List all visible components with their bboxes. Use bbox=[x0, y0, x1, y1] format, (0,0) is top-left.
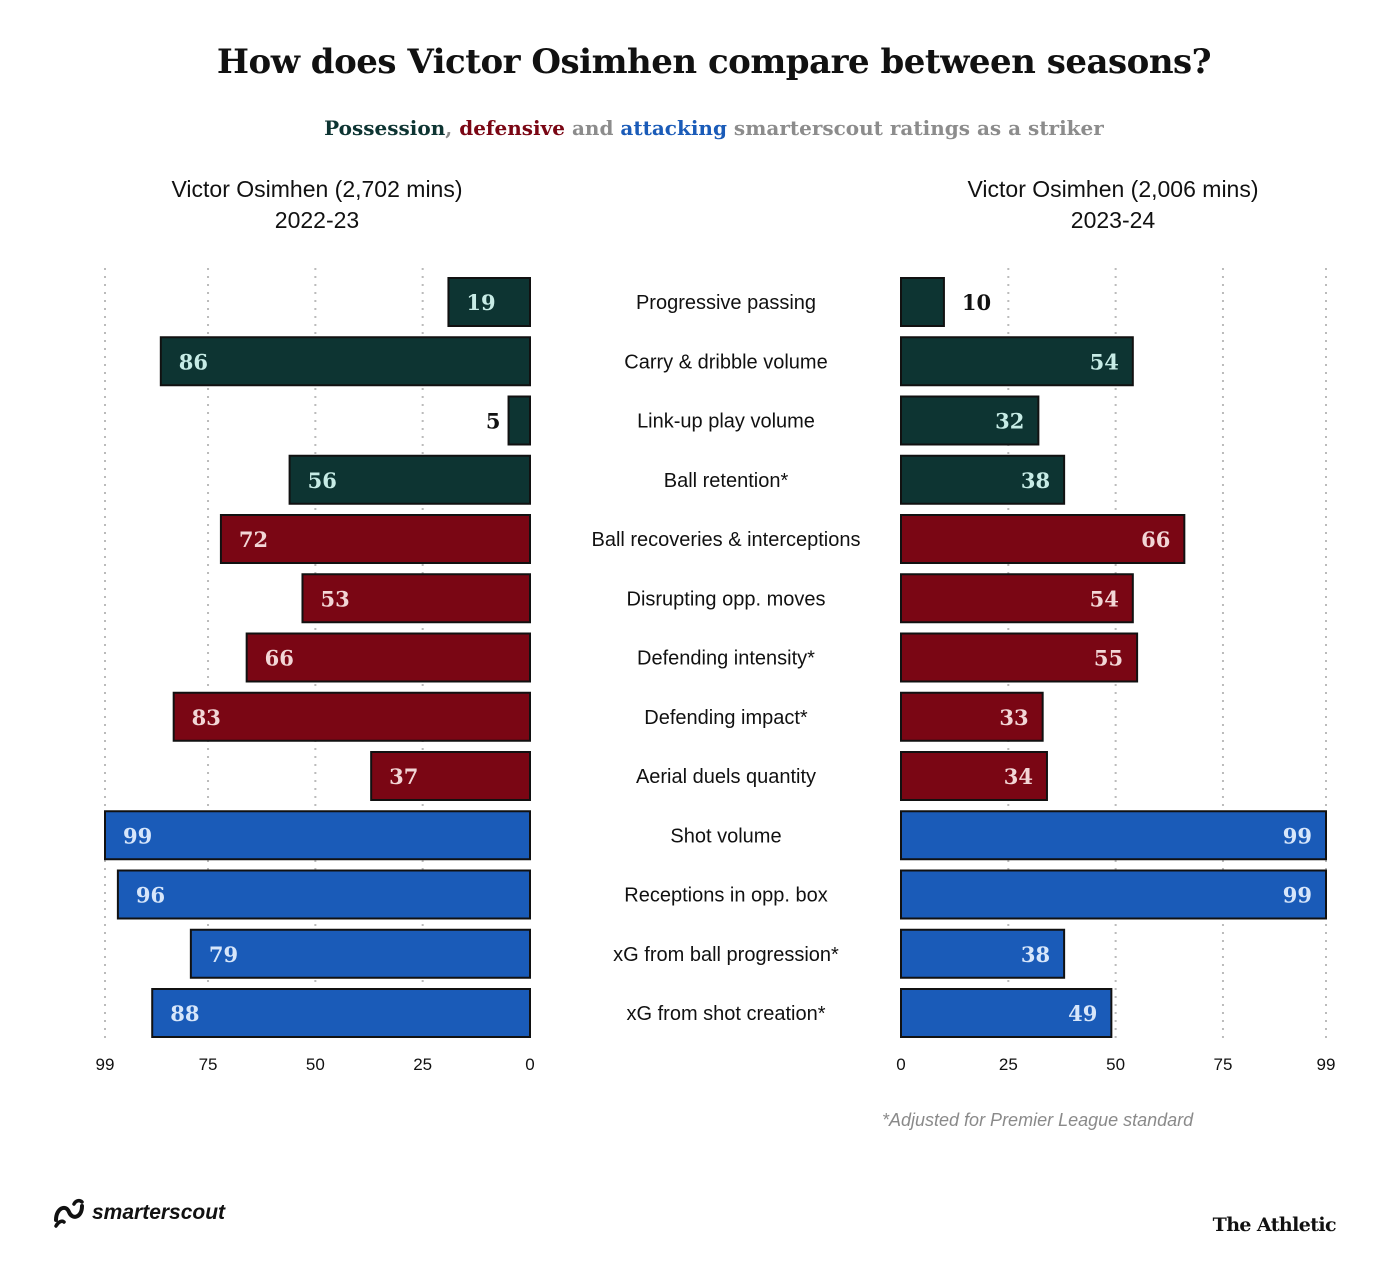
left-tick-label: 99 bbox=[96, 1055, 115, 1074]
category-label: Progressive passing bbox=[636, 292, 816, 314]
right-bar bbox=[900, 928, 1066, 979]
right-bar bbox=[900, 573, 1134, 624]
right-value-label: 54 bbox=[1090, 586, 1119, 611]
right-bar bbox=[900, 810, 1327, 861]
left-series-season: 2022-23 bbox=[274, 207, 360, 233]
right-bar bbox=[900, 277, 945, 327]
left-value-label: 37 bbox=[389, 764, 418, 789]
footnote: *Adjusted for Premier League standard bbox=[882, 1110, 1194, 1130]
right-tick-label: 50 bbox=[1106, 1055, 1125, 1074]
right-bar bbox=[900, 395, 1040, 446]
left-value-label: 88 bbox=[170, 1001, 199, 1026]
right-value-label: 32 bbox=[995, 409, 1024, 434]
left-bar bbox=[370, 751, 531, 801]
category-label: Carry & dribble volume bbox=[624, 351, 827, 373]
right-value-label: 99 bbox=[1283, 883, 1312, 908]
category-label: Ball recoveries & interceptions bbox=[591, 529, 860, 551]
left-bar bbox=[301, 573, 532, 624]
left-bar bbox=[245, 632, 532, 683]
category-label: Receptions in opp. box bbox=[624, 885, 827, 907]
category-label: xG from ball progression* bbox=[613, 944, 839, 966]
right-bar bbox=[900, 336, 1134, 387]
left-bar bbox=[507, 395, 531, 446]
category-label: Ball retention* bbox=[664, 470, 789, 492]
category-label: xG from shot creation* bbox=[627, 1003, 826, 1025]
left-tick-label: 50 bbox=[306, 1055, 325, 1074]
right-bar bbox=[900, 869, 1327, 920]
right-tick-label: 99 bbox=[1317, 1055, 1336, 1074]
the-athletic-logo: The Athletic bbox=[1212, 1214, 1337, 1236]
right-value-label: 38 bbox=[1021, 942, 1050, 967]
left-bar bbox=[447, 277, 532, 327]
left-value-label: 5 bbox=[486, 409, 501, 434]
subtitle-part-2: defensive bbox=[459, 116, 565, 140]
left-tick-label: 25 bbox=[413, 1055, 432, 1074]
right-tick-label: 25 bbox=[999, 1055, 1018, 1074]
left-bar bbox=[159, 336, 531, 387]
subtitle-part-3: and bbox=[564, 116, 621, 140]
right-tick-label: 75 bbox=[1214, 1055, 1233, 1074]
chart-title: How does Victor Osimhen compare between … bbox=[216, 42, 1212, 82]
right-bar bbox=[900, 454, 1066, 505]
left-tick-label: 0 bbox=[525, 1055, 534, 1074]
smarterscout-wordmark: smarterscout bbox=[92, 1201, 226, 1224]
chart-subtitle: Possession, defensive and attacking smar… bbox=[0, 116, 1400, 140]
right-value-label: 99 bbox=[1283, 823, 1312, 848]
left-bar bbox=[288, 454, 531, 505]
right-bar bbox=[900, 514, 1186, 564]
left-bar bbox=[151, 988, 531, 1038]
subtitle-part-1: , bbox=[445, 116, 460, 140]
right-series-heading: Victor Osimhen (2,006 mins) 2023-24 bbox=[903, 174, 1323, 236]
left-value-label: 56 bbox=[308, 468, 337, 493]
left-value-label: 53 bbox=[320, 586, 349, 611]
subtitle-part-0: Possession bbox=[324, 116, 446, 140]
left-value-label: 66 bbox=[265, 646, 294, 671]
right-bar bbox=[900, 632, 1139, 683]
right-series-name: Victor Osimhen (2,006 mins) bbox=[967, 176, 1259, 202]
left-bar bbox=[172, 691, 532, 742]
left-value-label: 86 bbox=[179, 349, 208, 374]
left-value-label: 96 bbox=[136, 883, 165, 908]
left-tick-label: 75 bbox=[199, 1055, 218, 1074]
right-value-label: 33 bbox=[999, 705, 1028, 730]
right-bar bbox=[900, 691, 1044, 742]
right-value-label: 54 bbox=[1090, 349, 1119, 374]
subtitle-part-5: smarterscout ratings as a striker bbox=[726, 116, 1104, 140]
left-value-label: 99 bbox=[123, 823, 152, 848]
left-bar bbox=[189, 928, 531, 979]
category-label: Shot volume bbox=[670, 825, 781, 847]
left-value-label: 83 bbox=[192, 705, 221, 730]
right-bar bbox=[900, 751, 1048, 801]
category-label: Aerial duels quantity bbox=[636, 766, 816, 788]
right-value-label: 49 bbox=[1068, 1001, 1097, 1026]
left-bar bbox=[219, 514, 531, 564]
left-series-name: Victor Osimhen (2,702 mins) bbox=[171, 176, 463, 202]
subtitle-part-4: attacking bbox=[620, 116, 727, 140]
category-label: Defending impact* bbox=[644, 707, 808, 729]
smarterscout-logo: smarterscout bbox=[52, 1198, 225, 1228]
right-value-label: 55 bbox=[1094, 646, 1123, 671]
left-value-label: 19 bbox=[466, 290, 495, 315]
left-bar bbox=[116, 869, 531, 920]
left-value-label: 79 bbox=[209, 942, 238, 967]
left-bar bbox=[104, 810, 531, 861]
left-series-heading: Victor Osimhen (2,702 mins) 2022-23 bbox=[107, 174, 527, 236]
category-label: Link-up play volume bbox=[637, 411, 815, 433]
right-value-label: 38 bbox=[1021, 468, 1050, 493]
right-bar bbox=[900, 988, 1113, 1038]
category-label: Disrupting opp. moves bbox=[627, 588, 826, 610]
right-value-label: 66 bbox=[1141, 527, 1170, 552]
smarterscout-icon bbox=[54, 1198, 84, 1228]
right-value-label: 10 bbox=[962, 290, 991, 315]
right-tick-label: 0 bbox=[896, 1055, 905, 1074]
category-label: Defending intensity* bbox=[637, 648, 815, 670]
right-series-season: 2023-24 bbox=[1070, 207, 1156, 233]
left-value-label: 72 bbox=[239, 527, 268, 552]
right-value-label: 34 bbox=[1004, 764, 1033, 789]
